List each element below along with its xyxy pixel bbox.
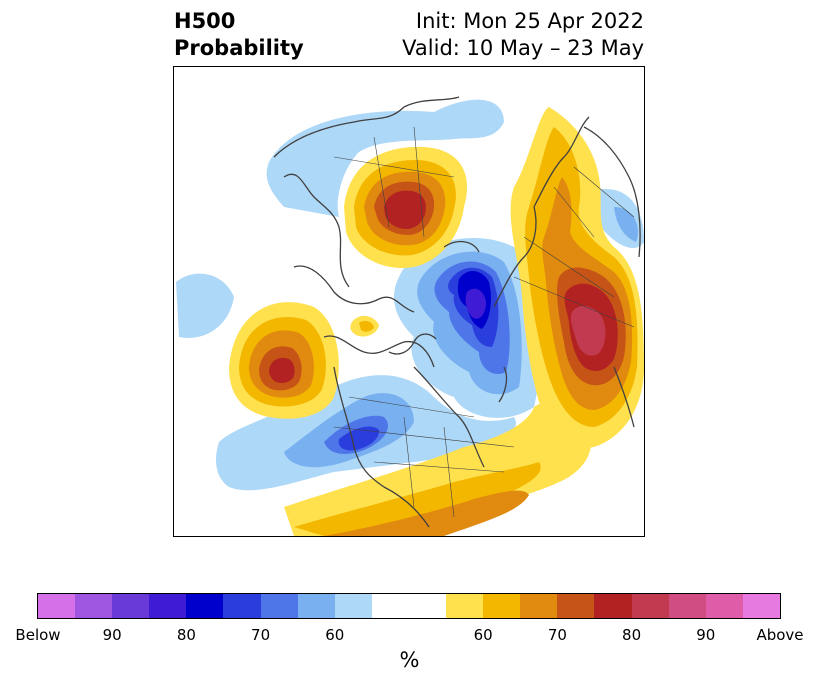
crimson-region-siberia [570,305,606,356]
colorbar-tick-label: 70 [547,626,567,644]
colorbar-swatch [446,594,484,618]
borders [333,126,635,518]
title-dates: Init: Mon 25 Apr 2022 Valid: 10 May – 23… [402,8,644,62]
colorbar-swatch [705,594,743,618]
colorbar-tick-label: Above [756,626,804,644]
colorbar-swatch [371,594,409,618]
valid-date-range: Valid: 10 May – 23 May [402,36,644,60]
colorbar-swatch [149,594,187,618]
colorbar-swatch [668,594,706,618]
colorbar-swatch [520,594,558,618]
blue-region-east-siberia-inner [614,207,638,242]
blue-region-north-america-90 [338,426,380,451]
colorbar-swatch [297,594,335,618]
dark-orange-region-atlantic [324,490,529,536]
colorbar-tick-label: 60 [325,626,345,644]
colorbar-swatch [186,594,224,618]
colorbar-tick-label: 70 [251,626,271,644]
colorbar-swatch [223,594,261,618]
colorbar-swatch [38,594,76,618]
title-variable-line1: H500 [174,9,236,33]
title-variable: H500 Probability [174,8,304,62]
probability-map [173,66,645,537]
blue-region-arctic-max [465,288,486,319]
colorbar-swatch [112,594,150,618]
colorbar-swatch [483,594,521,618]
red-region-canada [384,190,426,229]
red-region-pacific [269,357,295,383]
colorbar-swatch [631,594,669,618]
colorbar-swatch [742,594,780,618]
colorbar-swatch [75,594,113,618]
colorbar-tick-label: 80 [622,626,642,644]
coastlines [273,96,641,528]
colorbar-label: % [399,648,420,672]
colorbar-tick-label: 80 [176,626,196,644]
colorbar-swatch [408,594,447,618]
colorbar-tick-label: 60 [473,626,493,644]
colorbar [37,593,781,619]
colorbar-tick-label: 90 [696,626,716,644]
title-variable-line2: Probability [174,36,304,60]
yellow-region-atlantic [284,400,591,536]
colorbar-tick-label: 90 [102,626,122,644]
init-date: Init: Mon 25 Apr 2022 [415,9,644,33]
map-canvas [176,96,644,536]
colorbar-swatch [557,594,595,618]
colorbar-ticks: Below 90 80 70 60 60 70 80 90 Above [0,626,819,646]
orange-region-atlantic [294,462,541,536]
colorbar-swatch [334,594,372,618]
orange-region-alaska [359,320,374,332]
colorbar-swatch [594,594,632,618]
colorbar-tick-label: Below [15,626,61,644]
blue-region-pacific [176,273,234,338]
colorbar-swatch [260,594,298,618]
